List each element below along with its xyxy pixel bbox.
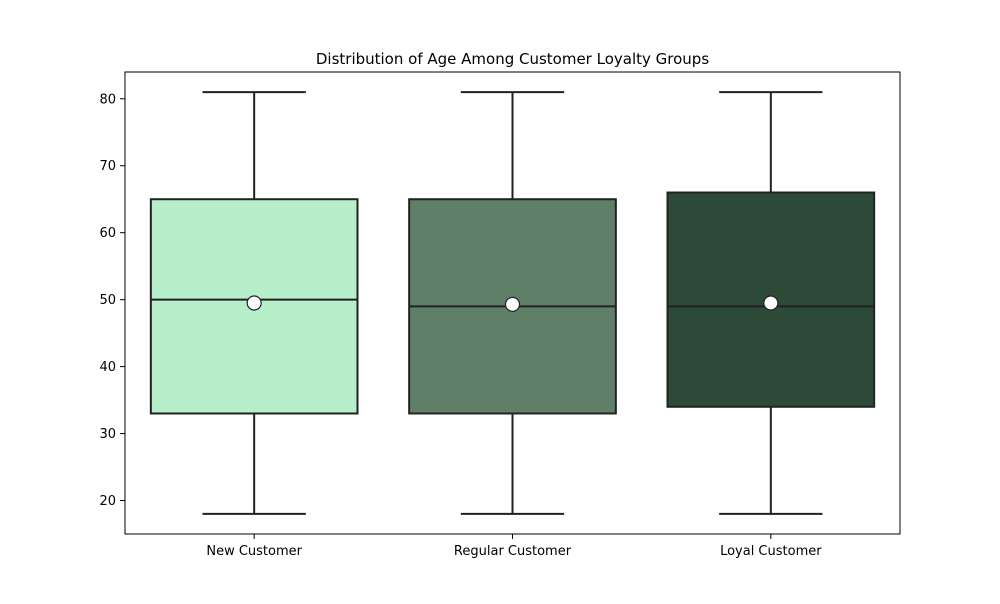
y-tick-label: 60 bbox=[99, 226, 116, 241]
box-group bbox=[149, 91, 359, 515]
y-tick-label: 20 bbox=[99, 494, 116, 509]
y-tick-label: 50 bbox=[99, 293, 116, 308]
chart-title: Distribution of Age Among Customer Loyal… bbox=[316, 50, 709, 68]
mean-marker bbox=[504, 296, 521, 312]
mean-marker bbox=[246, 295, 262, 311]
x-tick-label: Loyal Customer bbox=[720, 544, 822, 559]
x-tick-label: New Customer bbox=[206, 544, 302, 559]
mean-marker bbox=[763, 295, 779, 311]
y-tick-label: 40 bbox=[99, 360, 116, 375]
box-group bbox=[666, 91, 876, 515]
y-tick-label: 30 bbox=[99, 427, 116, 442]
box-group bbox=[408, 91, 617, 515]
plot-frame bbox=[124, 71, 901, 535]
y-tick-label: 80 bbox=[99, 92, 116, 107]
y-tick-label: 70 bbox=[99, 159, 116, 174]
plot-area: 20 30 40 50 60 70 80 New Customer Regular Custom… bbox=[99, 91, 876, 559]
x-tick-label: Regular Customer bbox=[454, 544, 572, 559]
